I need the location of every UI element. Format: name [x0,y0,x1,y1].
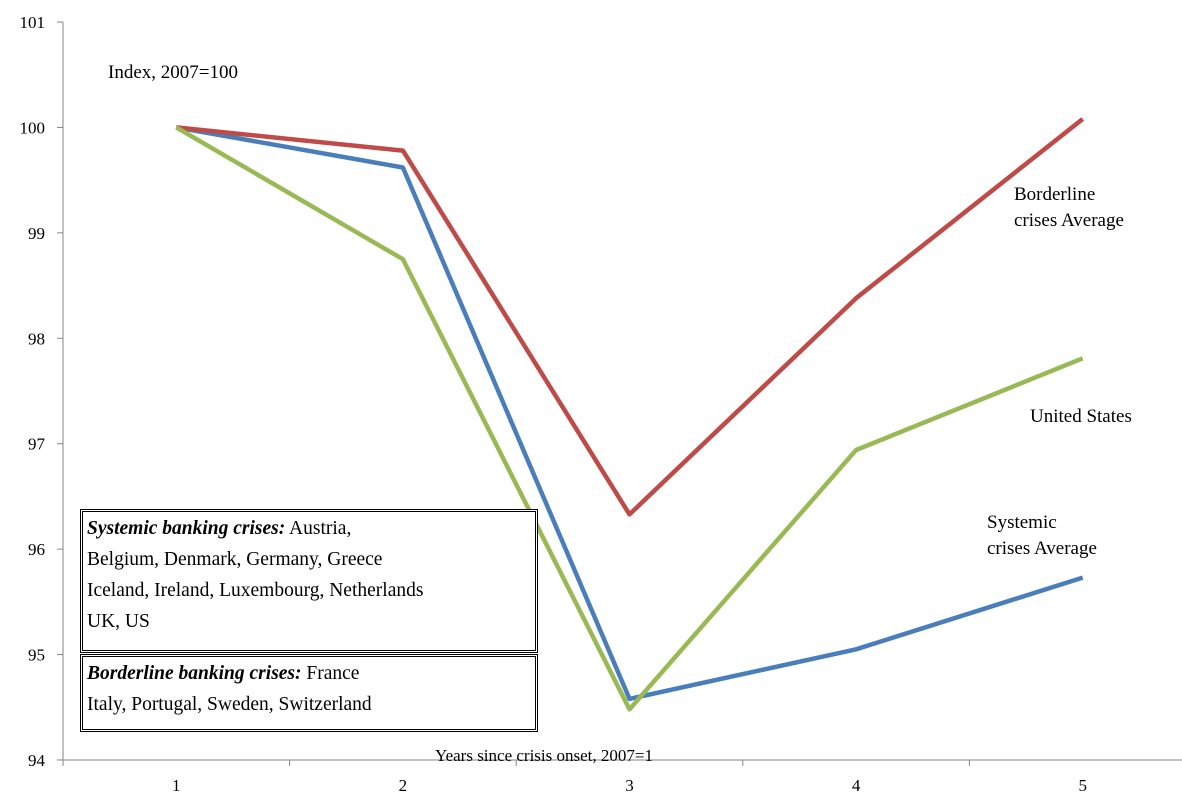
y-tick-label: 100 [20,118,46,137]
x-tick-label: 3 [625,776,634,795]
y-tick-label: 98 [28,329,45,348]
y-tick-label: 99 [28,224,45,243]
borderline-box-title: Borderline banking crises: [87,663,302,684]
series-line-systemic-crises-average [175,125,1084,702]
x-axis-title: Years since crisis onset, 2007=1 [435,746,653,765]
borderline-series-label: Borderline crises Average [1014,184,1124,231]
axes [57,21,1182,766]
series-lines [175,117,1085,712]
y-tick-label: 94 [28,751,46,770]
systemic-series-label: Systemic crises Average [987,512,1097,559]
y-tick-label: 101 [20,13,46,32]
series-line-united-states [175,125,1084,712]
borderline-crises-box: Borderline banking crises: France Italy,… [80,654,538,732]
systemic-crises-box: Systemic banking crises: Austria, Belgiu… [80,509,538,653]
y-tick-label: 97 [28,435,46,454]
x-tick-label: 4 [852,776,861,795]
series-line-borderline-crises-average [176,117,1085,517]
tick-labels: 94 95 96 97 98 99 100 101 1 2 3 4 5 [20,13,1087,795]
x-tick-label: 2 [399,776,408,795]
x-tick-label: 1 [172,776,181,795]
y-tick-label: 95 [28,646,45,665]
x-tick-label: 5 [1078,776,1087,795]
y-axis-units-label: Index, 2007=100 [108,62,238,83]
us-series-label: United States [1030,406,1132,427]
systemic-box-title: Systemic banking crises: [87,518,286,539]
y-tick-label: 96 [28,540,45,559]
